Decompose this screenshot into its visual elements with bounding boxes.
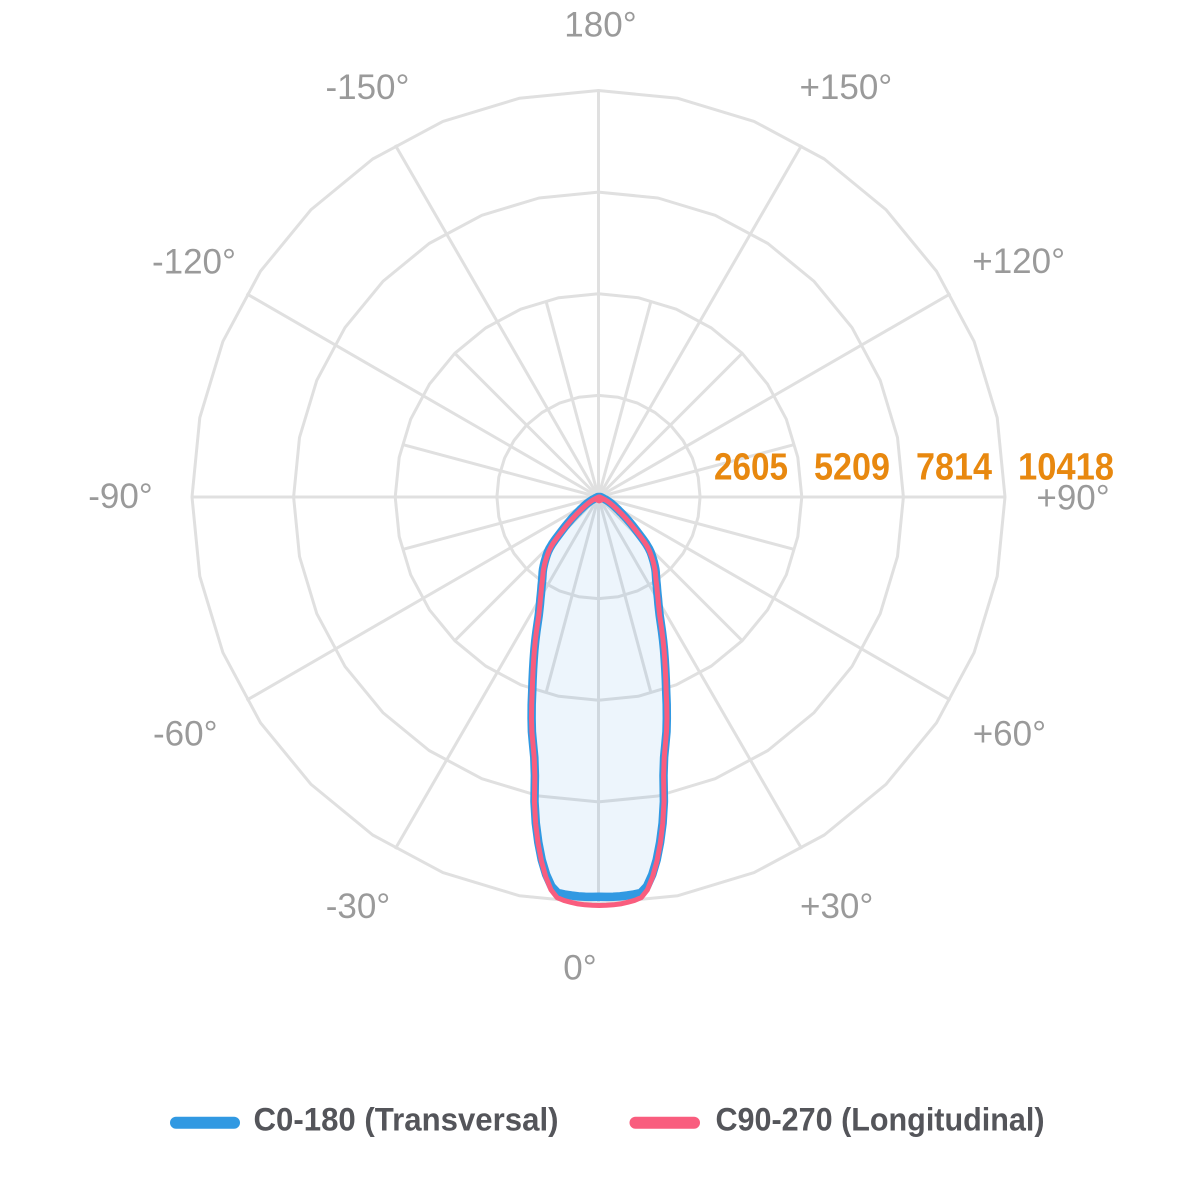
svg-text:5209: 5209	[814, 447, 890, 489]
svg-text:+120°: +120°	[972, 242, 1065, 281]
svg-text:C0-180 (Transversal): C0-180 (Transversal)	[254, 1102, 559, 1138]
svg-text:+60°: +60°	[973, 715, 1046, 754]
svg-text:-30°: -30°	[326, 887, 391, 926]
svg-text:-60°: -60°	[153, 715, 218, 754]
svg-text:-150°: -150°	[325, 68, 409, 107]
svg-text:0°: 0°	[563, 949, 596, 988]
svg-text:+150°: +150°	[799, 68, 892, 107]
svg-text:-90°: -90°	[88, 477, 153, 516]
svg-text:-120°: -120°	[152, 243, 236, 282]
svg-text:7814: 7814	[916, 447, 992, 489]
svg-text:2605: 2605	[714, 447, 788, 489]
svg-text:+90°: +90°	[1036, 479, 1109, 518]
svg-text:+30°: +30°	[800, 887, 873, 926]
svg-text:180°: 180°	[564, 6, 636, 45]
svg-text:C90-270 (Longitudinal): C90-270 (Longitudinal)	[716, 1102, 1045, 1138]
svg-text:10418: 10418	[1018, 447, 1114, 489]
